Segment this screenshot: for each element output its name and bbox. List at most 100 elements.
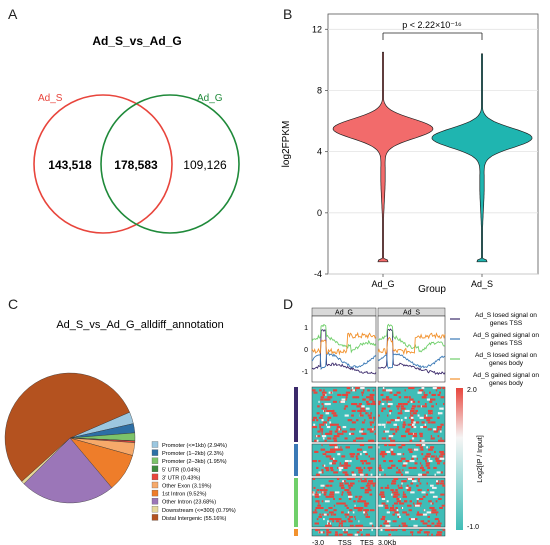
heatmap-cell	[321, 471, 324, 474]
heatmap-cell	[315, 435, 321, 438]
heatmap-cell	[338, 498, 342, 500]
heatmap-cell	[366, 400, 369, 403]
heatmap-cell	[441, 504, 445, 507]
heatmap-cell	[333, 504, 336, 507]
heatmap-cell	[324, 407, 327, 410]
heatmap-cell	[402, 453, 405, 456]
heatmap-cell	[435, 455, 437, 458]
heatmap-cell	[433, 466, 437, 469]
heatmap-cell	[334, 491, 340, 494]
heatmap-cell	[346, 529, 348, 532]
heatmap-cell	[388, 389, 393, 392]
heatmap-cell	[328, 522, 330, 525]
heatmap-cell	[435, 500, 438, 503]
heatmap-cell	[332, 437, 337, 440]
heatmap-cell	[437, 462, 441, 465]
heatmap-cell	[418, 389, 424, 392]
heatmap-cell	[326, 432, 330, 435]
heatmap-cell	[319, 489, 324, 492]
heatmap-cell	[389, 412, 391, 415]
pie-legend-swatch	[151, 498, 159, 505]
heatmap-cell	[423, 416, 429, 419]
heatmap-cell	[339, 428, 342, 431]
pie-legend-swatch	[151, 481, 159, 489]
heatmap-cell	[418, 498, 424, 500]
heatmap-cell	[313, 391, 318, 394]
heatmap-cell	[370, 423, 372, 426]
pie-legend-swatch	[151, 449, 159, 456]
heatmap-cell	[315, 491, 318, 494]
venn-title: Ad_S_vs_Ad_G	[92, 34, 181, 48]
heatmap-cell	[321, 435, 327, 438]
heatmap-cell	[442, 484, 445, 487]
heatmap-cell	[364, 419, 366, 422]
heatmap-cell	[341, 524, 343, 527]
heatmap-cell	[367, 414, 372, 417]
heatmap-cell	[355, 455, 358, 458]
heatmap-cell	[337, 518, 342, 521]
heatmap-cell	[411, 426, 414, 429]
heatmap-cell	[431, 405, 434, 408]
profile-legend-label: Ad_S losed signal on	[475, 312, 537, 319]
heatmap-xtick-label: TSS	[338, 540, 352, 545]
heatmap-xtick-label: -3.0	[312, 540, 324, 545]
heatmap-cell	[409, 450, 413, 453]
heatmap-cell	[405, 430, 408, 433]
profile-ytick-label: 0	[304, 347, 308, 354]
pie-legend-label: Promoter (1–2kb) (2.3%)	[162, 451, 224, 457]
heatmap-cell	[316, 419, 319, 422]
heatmap-cell	[395, 471, 401, 474]
heatmap-cell	[345, 396, 348, 399]
heatmap-cell	[389, 409, 393, 412]
profile-legend-label: genes TSS	[490, 340, 523, 347]
heatmap-cell	[429, 491, 435, 494]
heatmap-cell	[386, 511, 390, 514]
heatmap-cell	[420, 520, 425, 523]
pie-legend-swatch	[151, 514, 159, 521]
heatmap-cell	[379, 469, 383, 472]
heatmap-cell	[370, 412, 373, 415]
heatmap-cell	[361, 393, 363, 396]
heatmap-cell	[416, 484, 419, 487]
heatmap-cell	[322, 531, 325, 534]
heatmap-cell	[408, 432, 412, 435]
heatmap-cell	[433, 398, 436, 401]
heatmap-cell	[411, 421, 414, 424]
heatmap-cell	[337, 453, 341, 456]
heatmap-cell	[435, 403, 437, 406]
heatmap-cell	[397, 426, 399, 429]
heatmap-cell	[350, 455, 355, 458]
heatmap-cell	[315, 529, 319, 532]
heatmap-cell	[324, 500, 330, 503]
heatmap-cell	[412, 455, 417, 458]
heatmap-cell	[401, 444, 406, 447]
heatmap-cell	[359, 473, 364, 476]
heatmap-cell	[340, 446, 342, 449]
heatmap-cell	[357, 448, 361, 451]
heatmap-cell	[388, 533, 392, 536]
heatmap-cell	[357, 500, 362, 503]
heatmap-cell	[356, 531, 360, 534]
heatmap-cell	[439, 507, 443, 509]
heatmap-cell	[407, 423, 412, 426]
heatmap-cell	[323, 409, 326, 412]
violin-ytick-label: 8	[317, 85, 322, 95]
heatmap-cell	[364, 478, 367, 480]
heatmap-cell	[425, 462, 431, 465]
heatmap-cell	[350, 428, 355, 431]
heatmap-cell	[441, 439, 445, 442]
heatmap-cell	[350, 389, 353, 392]
heatmap-cell	[325, 412, 330, 415]
violin-ytick-label: 4	[317, 147, 322, 157]
cluster-bar	[294, 444, 298, 476]
heatmap-cell	[325, 432, 327, 435]
heatmap-cell	[427, 421, 431, 424]
heatmap-cell	[401, 480, 406, 483]
heatmap-cell	[412, 478, 415, 480]
heatmap-cell	[384, 473, 386, 476]
heatmap-cell	[354, 533, 359, 536]
heatmap-cell	[317, 504, 321, 507]
heatmap-cell	[327, 398, 331, 401]
heatmap-cell	[414, 504, 420, 507]
heatmap-cell	[436, 471, 441, 474]
